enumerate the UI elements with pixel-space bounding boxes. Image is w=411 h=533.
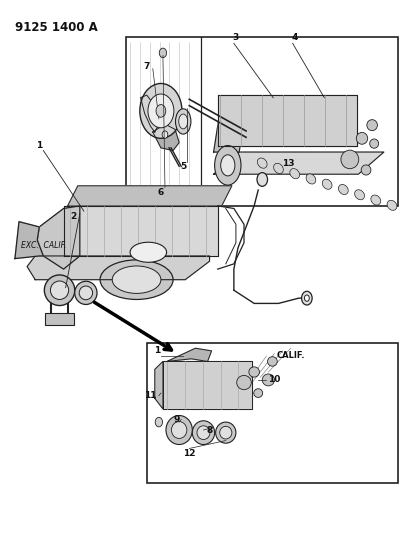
Ellipse shape [192,421,215,445]
Polygon shape [27,256,210,280]
Polygon shape [214,152,384,174]
Circle shape [156,104,166,117]
Ellipse shape [220,426,232,439]
Ellipse shape [361,165,371,175]
Ellipse shape [338,184,348,195]
Circle shape [155,417,162,427]
Text: 9: 9 [174,415,180,424]
Ellipse shape [112,266,161,293]
Ellipse shape [356,132,368,144]
Ellipse shape [216,422,236,443]
Text: 1: 1 [36,141,42,150]
Circle shape [305,295,309,301]
Text: 4: 4 [291,33,298,42]
Ellipse shape [254,389,263,398]
Polygon shape [218,95,357,146]
Ellipse shape [387,200,397,211]
Text: 13: 13 [282,159,295,168]
Ellipse shape [290,168,300,179]
Ellipse shape [237,375,251,390]
Circle shape [257,173,268,187]
Text: 12: 12 [183,449,196,458]
Ellipse shape [51,281,69,300]
Ellipse shape [274,163,283,174]
Ellipse shape [79,286,92,300]
Text: 2: 2 [71,212,77,221]
Ellipse shape [306,174,316,184]
Ellipse shape [371,195,381,205]
Ellipse shape [215,146,241,185]
Text: 10: 10 [268,375,281,384]
Polygon shape [68,186,232,206]
Text: EXC.  CALIF.: EXC. CALIF. [21,241,67,250]
Ellipse shape [179,114,188,129]
Text: 1: 1 [154,346,160,356]
Ellipse shape [355,190,365,200]
Ellipse shape [197,426,210,440]
Ellipse shape [130,242,166,262]
Circle shape [162,131,168,139]
Ellipse shape [75,281,97,304]
Text: 11: 11 [145,391,157,400]
Ellipse shape [268,357,277,366]
Polygon shape [37,206,80,269]
Circle shape [148,94,174,128]
Text: 5: 5 [180,162,186,171]
Ellipse shape [367,120,377,131]
Bar [127,37,398,206]
Ellipse shape [100,260,173,300]
Circle shape [302,292,312,305]
Ellipse shape [166,416,192,445]
Ellipse shape [257,158,267,168]
Polygon shape [155,361,163,409]
Ellipse shape [262,374,275,386]
Circle shape [140,84,182,139]
Ellipse shape [44,275,75,305]
Ellipse shape [322,179,332,189]
Ellipse shape [341,150,359,169]
Ellipse shape [249,367,259,377]
Text: CALIF.: CALIF. [277,351,305,360]
Polygon shape [214,100,247,152]
Polygon shape [163,361,252,409]
Polygon shape [141,95,159,132]
Polygon shape [64,206,218,256]
Circle shape [159,48,166,58]
Bar [147,343,398,483]
Polygon shape [167,348,212,361]
Ellipse shape [171,422,187,439]
Polygon shape [15,222,43,259]
Bar [45,313,74,325]
Ellipse shape [221,155,235,176]
Polygon shape [153,124,179,150]
Text: 8: 8 [206,425,212,434]
Text: 3: 3 [233,33,239,42]
Text: 6: 6 [158,188,164,197]
Text: 9125 1400 A: 9125 1400 A [15,21,98,34]
Ellipse shape [370,139,379,148]
Ellipse shape [175,109,191,134]
Text: 7: 7 [143,62,150,70]
